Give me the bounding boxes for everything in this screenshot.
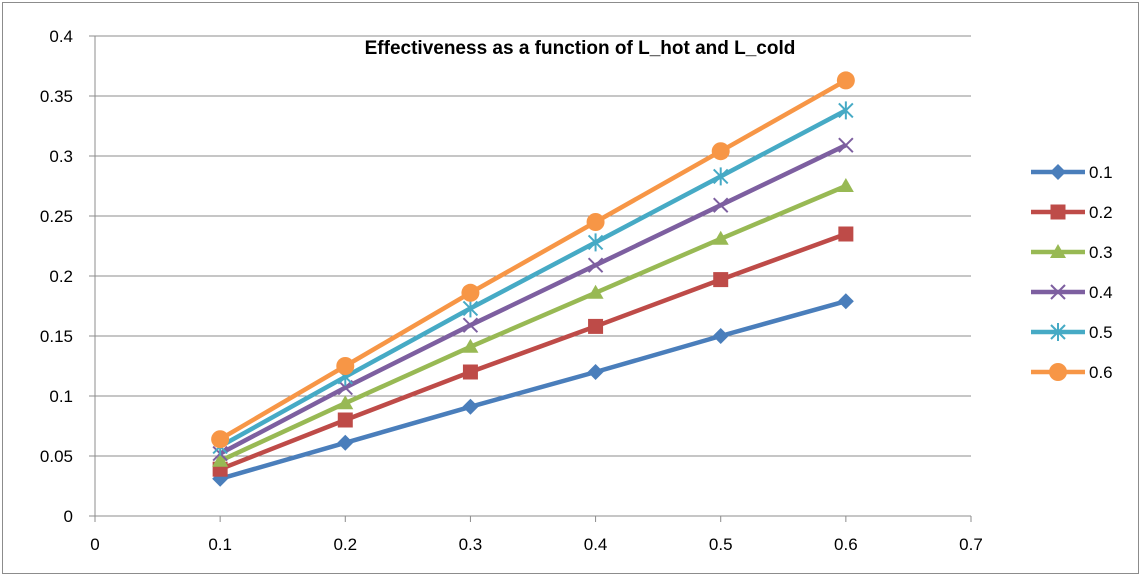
series-line <box>219 299 847 481</box>
series-line <box>219 108 847 449</box>
data-point <box>462 338 479 353</box>
legend-label: 0.6 <box>1089 363 1113 382</box>
x-tick-label: 0 <box>90 535 99 554</box>
legend-entry-3: 0.3 <box>1031 243 1113 262</box>
data-point <box>337 434 354 451</box>
data-point <box>838 226 854 242</box>
chart-title: Effectiveness as a function of L_hot and… <box>365 38 796 59</box>
marker-stroke <box>713 197 729 213</box>
legend-entry-1: 0.1 <box>1031 163 1113 182</box>
marker-stroke <box>462 317 479 333</box>
legend-label: 0.3 <box>1089 243 1113 262</box>
series-line <box>219 143 847 456</box>
data-point <box>587 284 604 299</box>
x-tick-label: 0.4 <box>584 535 608 554</box>
y-tick-label: 0.25 <box>40 207 73 226</box>
y-tick-label: 0.2 <box>49 267 73 286</box>
data-point <box>462 398 479 415</box>
x-tick-label: 0.5 <box>709 535 733 554</box>
legend-label: 0.5 <box>1089 323 1113 342</box>
plot-series <box>211 71 855 487</box>
series-1 <box>212 293 854 487</box>
data-point <box>337 395 354 410</box>
legend-label: 0.2 <box>1089 203 1113 222</box>
data-point <box>337 412 353 428</box>
series-2 <box>212 226 854 477</box>
x-tick-label: 0.7 <box>959 535 983 554</box>
data-point <box>1050 284 1066 300</box>
data-point <box>1050 164 1066 180</box>
data-point <box>587 257 604 273</box>
data-point <box>337 379 353 396</box>
data-point <box>336 357 355 375</box>
data-point <box>461 283 480 302</box>
y-tick-label: 0.15 <box>40 327 73 346</box>
data-point <box>838 101 854 120</box>
data-point <box>837 178 854 192</box>
series-4 <box>212 137 854 462</box>
data-point <box>587 233 604 252</box>
data-point <box>462 317 479 333</box>
data-point <box>587 364 604 380</box>
legend-entry-4: 0.4 <box>1031 283 1113 302</box>
legend-entry-5: 0.5 <box>1031 323 1113 342</box>
series-6 <box>211 71 855 449</box>
legend-entry-6: 0.6 <box>1031 363 1113 382</box>
data-point <box>462 364 478 380</box>
data-point <box>713 197 729 213</box>
data-point <box>713 167 729 186</box>
data-point <box>1050 244 1066 258</box>
legend: 0.1 0.2 0.3 0.4 0.5 0.6 <box>1031 163 1113 382</box>
data-point <box>838 137 854 153</box>
data-point <box>711 142 730 161</box>
y-tick-label: 0.3 <box>49 147 73 166</box>
marker-stroke <box>1050 284 1066 300</box>
series-line <box>219 183 847 463</box>
data-point <box>212 452 229 467</box>
data-point <box>462 299 479 318</box>
data-point <box>713 272 729 288</box>
data-point <box>586 213 605 231</box>
x-tick-label: 0.1 <box>208 535 232 554</box>
legend-label: 0.1 <box>1089 163 1113 182</box>
axes: 0 0.05 0.1 0.15 0.2 0.25 0.3 0.35 0.4 0 0.1 0.2 0.3 0… <box>40 27 983 554</box>
data-point <box>712 230 729 245</box>
data-point <box>712 328 729 344</box>
data-point <box>588 318 604 334</box>
y-tick-label: 0.1 <box>49 387 73 406</box>
series-line <box>219 78 847 442</box>
y-tick-label: 0 <box>64 507 73 526</box>
x-tick-label: 0.2 <box>333 535 357 554</box>
gridlines <box>95 35 971 457</box>
marker-stroke <box>587 257 604 273</box>
marker-stroke <box>838 137 854 153</box>
x-tick-label: 0.3 <box>459 535 483 554</box>
data-point <box>211 430 230 449</box>
marker-stroke <box>337 379 353 396</box>
data-point <box>1050 323 1066 341</box>
x-tick-label: 0.6 <box>834 535 858 554</box>
y-tick-label: 0.35 <box>40 87 73 106</box>
y-tick-label: 0.4 <box>49 27 73 46</box>
series-5 <box>212 101 854 456</box>
data-point <box>1049 363 1067 381</box>
series-line <box>219 231 847 472</box>
data-point <box>836 71 855 90</box>
series-3 <box>212 178 854 467</box>
legend-label: 0.4 <box>1089 283 1113 302</box>
y-tick-label: 0.05 <box>40 447 73 466</box>
data-point <box>837 293 854 310</box>
legend-entry-2: 0.2 <box>1031 203 1113 222</box>
data-point <box>1050 204 1066 220</box>
